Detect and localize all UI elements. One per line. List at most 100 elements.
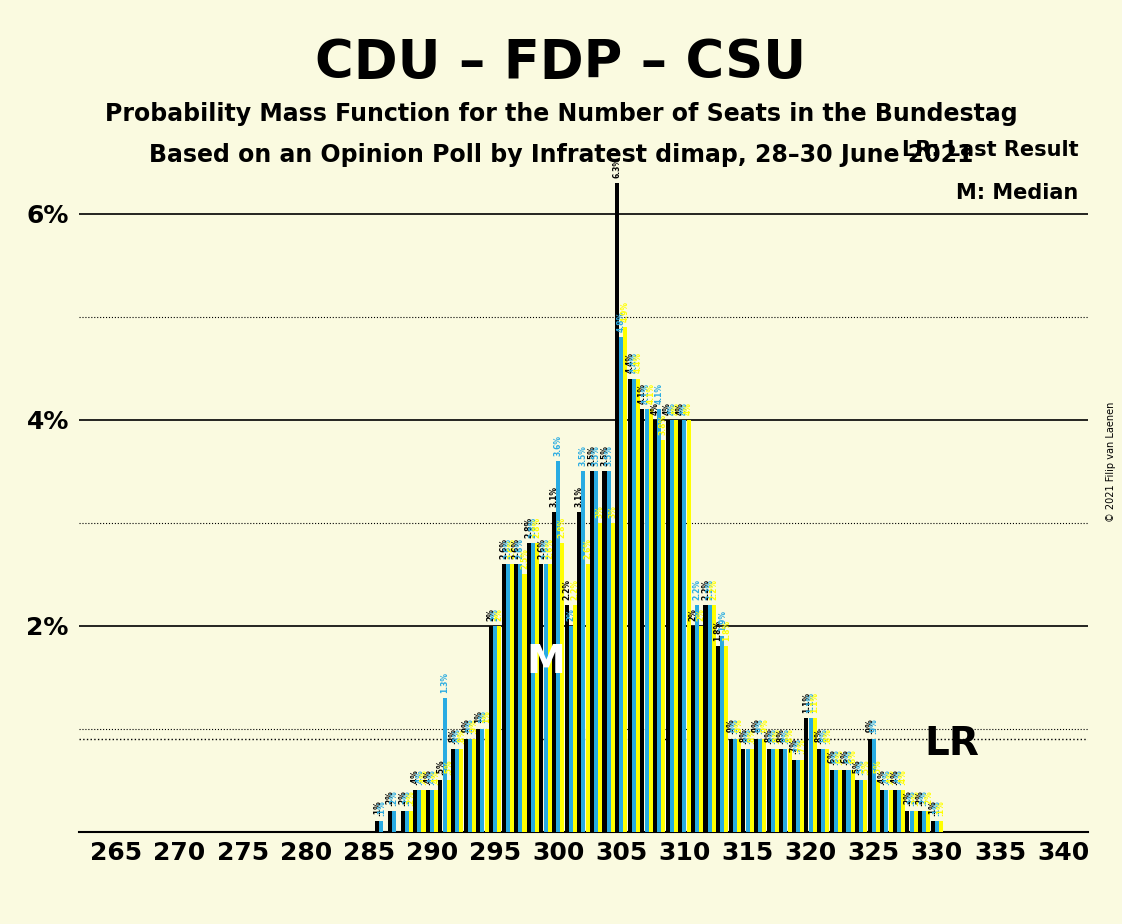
Bar xyxy=(590,471,594,832)
Text: .8%: .8% xyxy=(764,728,773,744)
Text: .2%: .2% xyxy=(386,790,395,806)
Text: 3%: 3% xyxy=(608,505,617,517)
Text: .8%: .8% xyxy=(452,728,462,744)
Text: 2.8%: 2.8% xyxy=(524,517,533,538)
Text: .9%: .9% xyxy=(755,718,765,734)
Text: CDU – FDP – CSU: CDU – FDP – CSU xyxy=(315,37,807,89)
Text: .8%: .8% xyxy=(785,728,794,744)
Text: .9%: .9% xyxy=(726,718,735,734)
Bar xyxy=(543,564,548,832)
Bar xyxy=(388,811,392,832)
Text: 4.4%: 4.4% xyxy=(634,352,643,373)
Bar xyxy=(430,790,434,832)
Bar xyxy=(408,811,413,832)
Bar xyxy=(480,729,485,832)
Text: 1.1%: 1.1% xyxy=(802,692,811,713)
Bar xyxy=(624,327,627,832)
Bar xyxy=(607,471,610,832)
Text: 2.6%: 2.6% xyxy=(516,538,525,559)
Text: 1.8%: 1.8% xyxy=(721,620,730,641)
Bar xyxy=(506,564,509,832)
Bar xyxy=(678,419,682,832)
Text: 2.6%: 2.6% xyxy=(499,538,508,559)
Text: .5%: .5% xyxy=(853,760,862,775)
Text: 2.5%: 2.5% xyxy=(519,548,528,569)
Bar xyxy=(434,790,439,832)
Text: 2.2%: 2.2% xyxy=(692,579,701,600)
Bar xyxy=(863,780,867,832)
Text: .9%: .9% xyxy=(752,718,761,734)
Text: 2%: 2% xyxy=(567,608,576,621)
Text: .9%: .9% xyxy=(461,718,470,734)
Text: .6%: .6% xyxy=(848,749,857,765)
Bar xyxy=(489,626,493,832)
Text: M: M xyxy=(526,643,565,681)
Text: .8%: .8% xyxy=(739,728,748,744)
Text: 3.8%: 3.8% xyxy=(659,414,668,435)
Text: .1%: .1% xyxy=(932,800,941,816)
Bar xyxy=(804,718,809,832)
Bar xyxy=(548,564,552,832)
Text: 1.1%: 1.1% xyxy=(806,692,816,713)
Bar xyxy=(792,760,795,832)
Text: 4.4%: 4.4% xyxy=(625,352,634,373)
Text: .9%: .9% xyxy=(730,718,739,734)
Text: 2.8%: 2.8% xyxy=(558,517,567,538)
Text: 2.2%: 2.2% xyxy=(701,579,710,600)
Text: 2.6%: 2.6% xyxy=(537,538,546,559)
Text: 2.6%: 2.6% xyxy=(545,538,554,559)
Bar xyxy=(514,564,518,832)
Text: .2%: .2% xyxy=(911,790,920,806)
Bar xyxy=(661,441,665,832)
Bar xyxy=(867,739,872,832)
Text: .4%: .4% xyxy=(423,770,432,785)
Bar xyxy=(775,749,779,832)
Text: 4.1%: 4.1% xyxy=(642,383,651,405)
Bar xyxy=(838,770,843,832)
Text: .6%: .6% xyxy=(836,749,845,765)
Text: .4%: .4% xyxy=(894,770,903,785)
Text: 2%: 2% xyxy=(689,608,698,621)
Text: 3.5%: 3.5% xyxy=(588,445,597,466)
Text: 2.6%: 2.6% xyxy=(583,538,592,559)
Bar xyxy=(872,739,876,832)
Text: 4%: 4% xyxy=(671,402,680,415)
Text: 3%: 3% xyxy=(596,505,605,517)
Text: 4.8%: 4.8% xyxy=(617,311,626,333)
Text: .8%: .8% xyxy=(781,728,790,744)
Text: 2.6%: 2.6% xyxy=(541,538,550,559)
Text: .8%: .8% xyxy=(743,728,752,744)
Text: .5%: .5% xyxy=(873,760,882,775)
Bar xyxy=(716,646,720,832)
Text: 4%: 4% xyxy=(680,402,689,415)
Text: 2.6%: 2.6% xyxy=(503,538,513,559)
Bar xyxy=(610,523,615,832)
Text: .4%: .4% xyxy=(877,770,886,785)
Bar xyxy=(573,605,577,832)
Text: .2%: .2% xyxy=(923,790,932,806)
Text: .8%: .8% xyxy=(772,728,781,744)
Text: .2%: .2% xyxy=(389,790,398,806)
Text: .5%: .5% xyxy=(861,760,870,775)
Text: 1.9%: 1.9% xyxy=(718,610,727,631)
Bar xyxy=(843,770,846,832)
Bar xyxy=(375,821,379,832)
Text: 1.1%: 1.1% xyxy=(810,692,819,713)
Text: .8%: .8% xyxy=(769,728,778,744)
Bar xyxy=(884,790,889,832)
Bar xyxy=(392,811,396,832)
Text: 2.6%: 2.6% xyxy=(507,538,516,559)
Bar xyxy=(922,811,927,832)
Bar xyxy=(771,749,775,832)
Bar xyxy=(560,543,564,832)
Bar xyxy=(401,811,405,832)
Bar xyxy=(502,564,506,832)
Text: .9%: .9% xyxy=(760,718,769,734)
Text: 2.2%: 2.2% xyxy=(705,579,715,600)
Bar xyxy=(603,471,607,832)
Text: .8%: .8% xyxy=(815,728,824,744)
Bar xyxy=(889,790,893,832)
Text: 2%: 2% xyxy=(487,608,496,621)
Text: 3.1%: 3.1% xyxy=(550,486,559,507)
Bar xyxy=(703,605,708,832)
